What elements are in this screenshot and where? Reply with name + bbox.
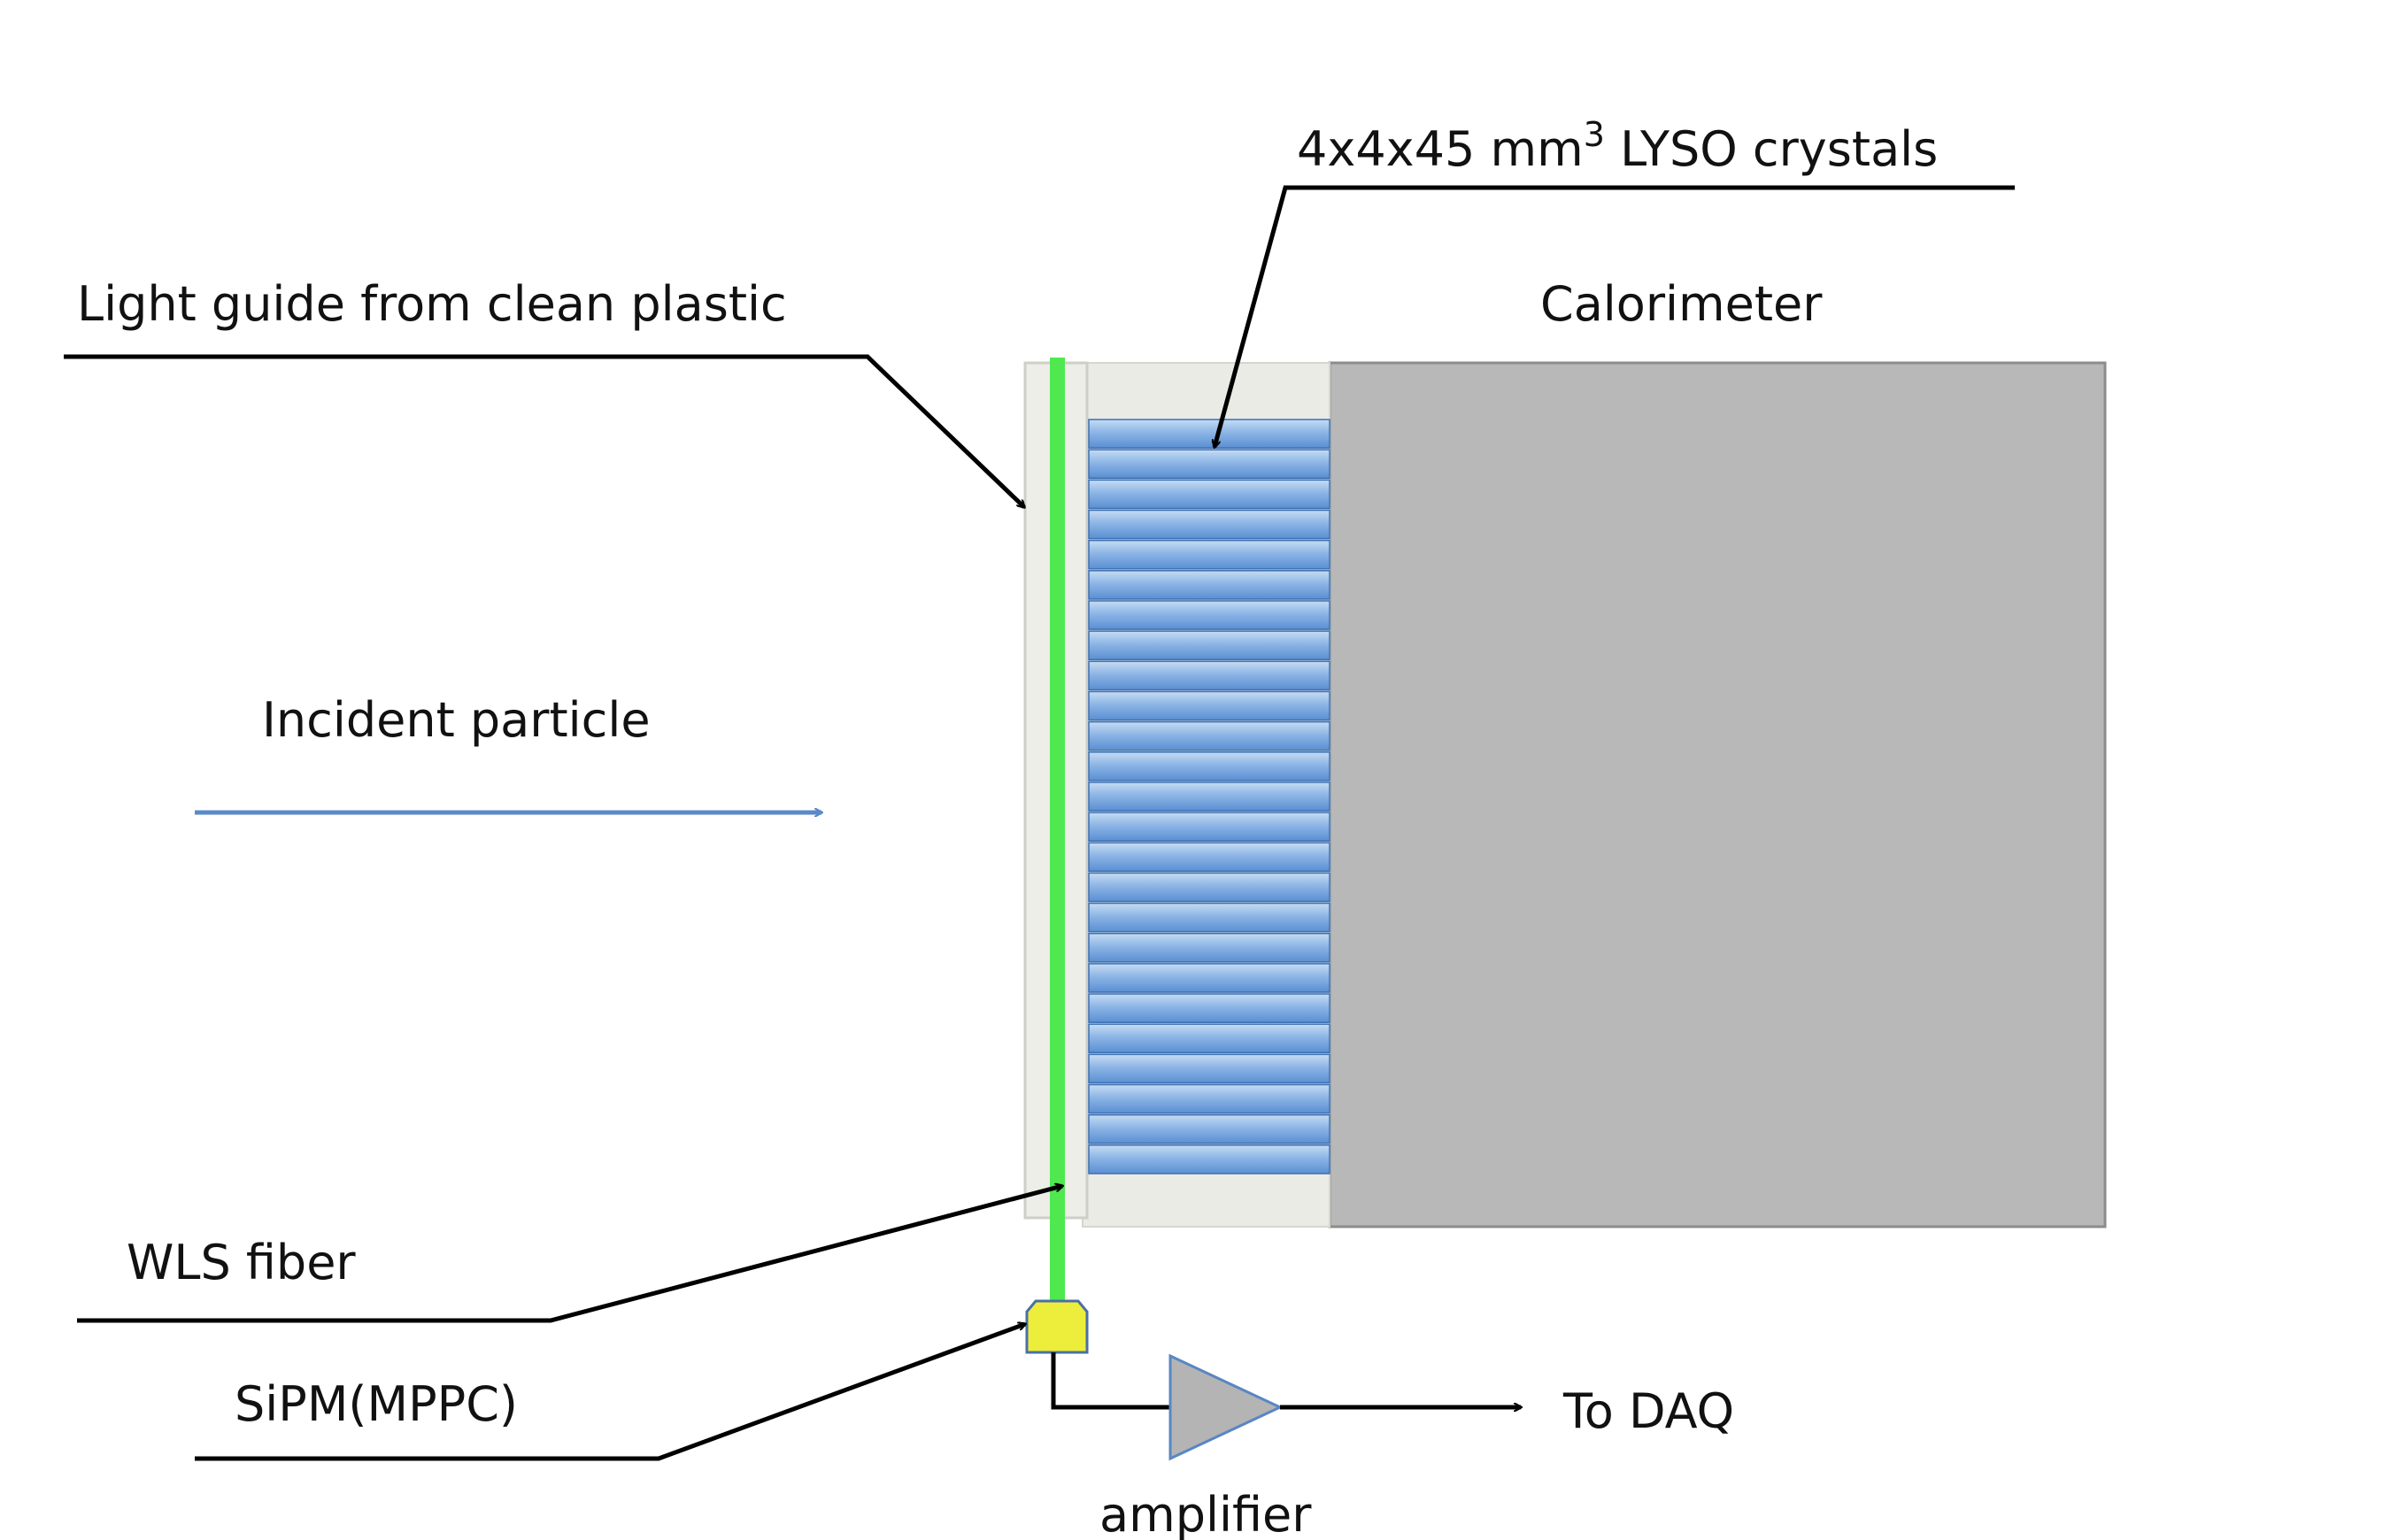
- amplifier-label: amplifier: [1099, 1487, 1312, 1540]
- lyso-crystal: [1088, 690, 1330, 721]
- lyso-crystals-label: 4x4x45 mm3 LYSO crystals: [1297, 115, 1938, 177]
- lyso-crystal: [1088, 539, 1330, 570]
- lyso-crystal: [1088, 902, 1330, 933]
- lyso-leader-line: [1215, 185, 2015, 447]
- wls-fiber-leader-line: [77, 1186, 1062, 1323]
- lyso-crystal: [1088, 600, 1330, 630]
- light-guide-label: Light guide from clean plastic: [77, 276, 787, 332]
- lyso-crystal: [1088, 1023, 1330, 1054]
- sipm-leader-line: [195, 1324, 1025, 1461]
- sipm-wire: [1051, 1352, 1170, 1410]
- lyso-crystal: [1088, 1083, 1330, 1114]
- sipm-label: SiPM(MPPC): [235, 1376, 518, 1432]
- amplifier-symbol: [1168, 1353, 1284, 1461]
- lyso-crystal: [1088, 570, 1330, 600]
- sipm-sensor: [1025, 1299, 1089, 1354]
- lyso-crystal-stack: [1088, 419, 1330, 1174]
- lyso-crystal: [1088, 812, 1330, 842]
- lyso-crystal: [1088, 419, 1330, 449]
- lyso-crystal: [1088, 963, 1330, 993]
- lyso-crystal: [1088, 449, 1330, 480]
- lyso-crystal: [1088, 872, 1330, 903]
- lyso-crystal: [1088, 782, 1330, 812]
- lyso-crystal: [1088, 479, 1330, 510]
- lyso-crystal: [1088, 993, 1330, 1023]
- lyso-crystal: [1088, 932, 1330, 963]
- lyso-crystal: [1088, 842, 1330, 873]
- lyso-crystal: [1088, 630, 1330, 661]
- lyso-crystal: [1088, 1113, 1330, 1144]
- lyso-crystal: [1088, 509, 1330, 540]
- lyso-crystal: [1088, 1053, 1330, 1084]
- calorimeter-block: [1328, 361, 2107, 1228]
- wls-fiber-label: WLS fiber: [127, 1235, 356, 1290]
- light-guide-leader-line: [64, 354, 1024, 507]
- incident-particle-label: Incident particle: [262, 692, 651, 748]
- lyso-crystal: [1088, 1144, 1330, 1174]
- to-daq-label: To DAQ: [1562, 1383, 1734, 1439]
- lyso-crystal: [1088, 720, 1330, 751]
- calorimeter-label: Calorimeter: [1540, 276, 1823, 332]
- lyso-crystal: [1088, 660, 1330, 691]
- lyso-crystal: [1088, 751, 1330, 782]
- wls-fiber: [1050, 358, 1065, 1303]
